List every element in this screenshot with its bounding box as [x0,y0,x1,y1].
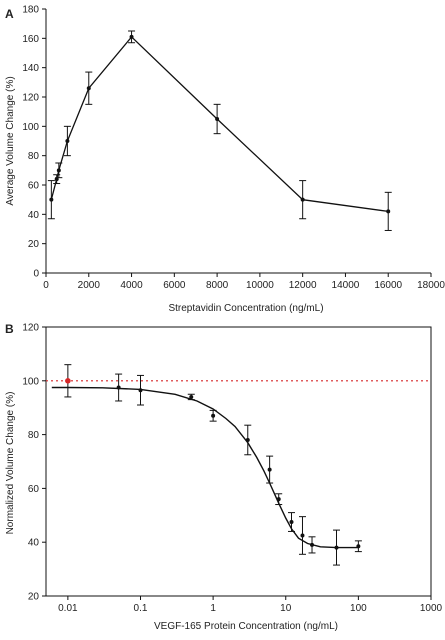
data-point [300,197,305,202]
data-point [289,520,294,525]
data-point [129,34,134,39]
highlight-point [65,378,71,384]
data-point [65,139,70,143]
x-tick-label: 10000 [246,280,274,291]
data-point [56,168,61,173]
panel-b-x-axis-label: VEGF-165 Protein Concentration (ng/mL) [154,621,338,632]
data-point [310,542,315,547]
data-point [245,437,250,442]
panel-b-axes [45,326,432,597]
panel-a-axes [45,9,431,274]
panel-a-ticks: 0 2000 4000 6000 8000 10000 12000 14000 16000 180… [22,5,445,292]
data-point [267,467,272,472]
data-point [49,197,54,202]
x-tick-label: 1000 [420,603,443,614]
x-tick-label: 10 [280,603,292,614]
x-tick-label: 6000 [163,280,186,291]
x-tick-label: 18000 [417,280,445,291]
y-tick-label: 0 [33,269,39,280]
x-tick-label: 16000 [374,280,402,291]
y-tick-label: 80 [28,430,40,441]
x-tick-label: 14000 [332,280,360,291]
data-point [300,533,305,538]
plot-frame [45,326,432,597]
panel-b-ticks: 0.01 0.1 1 10 100 1000 20 40 60 80 100 120 [22,323,442,615]
series-line [50,35,389,213]
x-tick-label: 0 [43,280,49,291]
data-point [276,497,281,502]
x-tick-label: 12000 [289,280,317,291]
panel-b-letter: B [5,322,14,336]
y-tick-label: 180 [22,5,39,16]
panel-a-marks [47,30,392,231]
y-tick-label: 100 [22,122,39,133]
x-tick-label: 0.01 [58,603,78,614]
y-tick-label: 120 [22,323,39,334]
data-point [138,388,143,393]
data-point [386,209,391,214]
y-tick-label: 60 [28,484,40,495]
x-tick-label: 2000 [78,280,101,291]
x-tick-label: 8000 [206,280,229,291]
data-point [116,385,121,390]
y-tick-label: 20 [28,592,40,603]
x-tick-label: 1 [210,603,216,614]
y-tick-label: 160 [22,34,39,45]
y-tick-label: 60 [28,181,40,192]
panel-a-letter: A [5,7,14,21]
data-point [215,117,220,121]
data-point [334,545,339,550]
x-tick-label: 100 [350,603,367,614]
panel-b-marks [46,364,431,566]
panel-a-x-axis-label: Streptavidin Concentration (ng/mL) [168,303,323,314]
data-point [356,544,361,549]
data-point [211,413,216,418]
y-tick-label: 80 [28,151,40,162]
panel-a-y-axis-label: Average Volume Change (%) [5,76,16,205]
y-tick-label: 20 [28,239,40,250]
x-tick-label: 4000 [120,280,143,291]
y-tick-label: 100 [22,376,39,387]
data-point [189,394,194,399]
data-point [86,86,91,91]
fit-curve [51,386,359,549]
x-tick-label: 0.1 [134,603,148,614]
y-tick-label: 120 [22,93,39,104]
panel-a: A 0 2000 4000 6000 8000 10000 12000 14000 16000 1… [5,5,445,315]
panel-b: B 0.01 0.1 1 10 100 1000 20 40 60 80 100 120 VEGF-1… [5,322,443,632]
y-tick-label: 40 [28,538,40,549]
y-tick-label: 140 [22,63,39,74]
y-tick-label: 40 [28,210,40,221]
panel-b-y-axis-label: Normalized Volume Change (%) [5,392,16,535]
